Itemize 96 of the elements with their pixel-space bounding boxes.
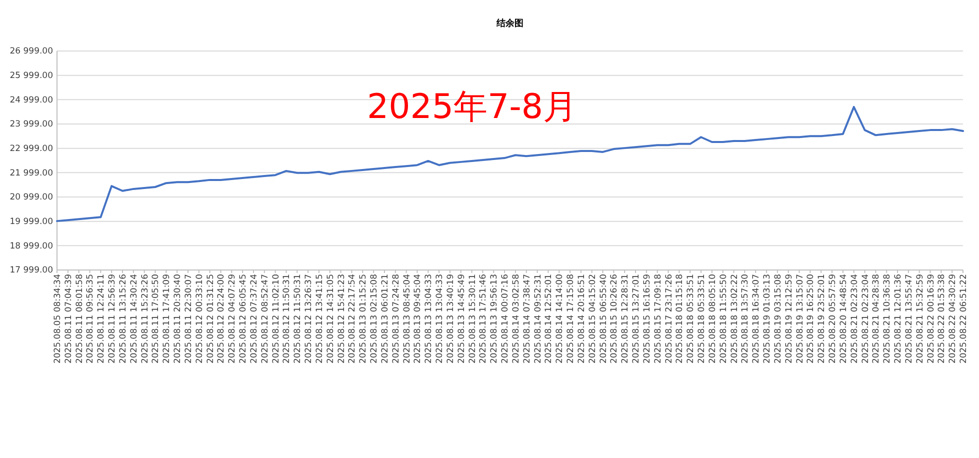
x-tick-label: 2025.08.12 06:05:45 xyxy=(238,274,249,364)
x-tick-label: 2025.08.21 13:55:47 xyxy=(904,274,914,364)
annotation: 2025年7-8月 xyxy=(367,87,578,127)
x-tick-label: 2025.08.12 04:07:29 xyxy=(228,274,238,364)
x-tick-label: 2025.08.11 07:04:39 xyxy=(64,274,74,364)
x-tick-label: 2025.08.19 23:52:01 xyxy=(817,274,828,364)
x-tick-label: 2025.08.11 22:30:07 xyxy=(184,274,194,364)
x-tick-label: 2025.08.12 08:52:47 xyxy=(260,274,270,364)
y-tick-label: 18 999.00 xyxy=(10,241,53,252)
x-tick-label: 2025.08.18 05:33:51 xyxy=(697,274,708,364)
x-tick-label: 2025.08.20 14:48:54 xyxy=(838,274,849,364)
x-tick-label: 2025.08.14 09:52:31 xyxy=(533,274,544,364)
y-tick-label: 23 999.00 xyxy=(10,120,53,130)
x-tick-label: 2025.08.12 14:31:05 xyxy=(326,274,336,364)
y-tick-label: 20 999.00 xyxy=(10,192,53,203)
x-tick-label: 2025.08.12 07:37:24 xyxy=(249,274,260,364)
x-tick-label: 2025.08.05 08:34:34 xyxy=(53,274,63,364)
x-tick-label: 2025.08.13 09:45:04 xyxy=(413,274,424,364)
x-tick-label: 2025.08.12 00:33:10 xyxy=(194,274,205,364)
x-tick-label: 2025.08.18 01:15:18 xyxy=(675,274,686,364)
chart-title: 结余图 xyxy=(496,18,524,29)
x-tick-label: 2025.08.13 08:45:04 xyxy=(402,274,412,364)
x-tick-label: 2025.08.11 12:24:11 xyxy=(96,274,107,364)
x-tick-label: 2025.08.11 20:30:40 xyxy=(173,274,184,364)
y-tick-label: 25 999.00 xyxy=(10,71,53,82)
x-tick-label: 2025.08.13 07:24:28 xyxy=(391,274,402,364)
x-tick-label: 2025.08.14 07:38:47 xyxy=(522,274,532,364)
x-tick-label: 2025.08.14 00:07:16 xyxy=(500,274,511,364)
x-tick-label: 2025.08.13 15:30:11 xyxy=(468,274,478,364)
x-tick-label: 2025.08.18 16:34:07 xyxy=(752,274,762,364)
x-tick-label: 2025.08.22 06:51:22 xyxy=(959,274,969,364)
x-tick-label: 2025.08.15 10:26:26 xyxy=(610,274,620,364)
x-tick-label: 2025.08.21 15:32:59 xyxy=(915,274,926,364)
x-tick-label: 2025.08.11 14:30:24 xyxy=(129,274,140,364)
x-tick-label: 2025.08.15 12:28:31 xyxy=(620,274,631,364)
x-tick-label: 2025.08.19 03:15:08 xyxy=(773,274,784,364)
x-tick-label: 2025.08.18 05:33:51 xyxy=(686,274,696,364)
x-tick-label: 2025.08.11 13:15:26 xyxy=(118,274,128,364)
x-tick-label: 2025.08.12 15:41:23 xyxy=(336,274,347,364)
x-tick-label: 2025.08.11 09:56:35 xyxy=(86,274,96,364)
y-tick-label: 19 999.00 xyxy=(10,217,53,228)
x-tick-label: 2025.08.18 08:05:10 xyxy=(708,274,718,364)
x-tick-label: 2025.08.21 02:23:04 xyxy=(860,274,871,364)
x-tick-label: 2025.08.12 13:26:37 xyxy=(304,274,314,364)
x-tick-label: 2025.08.17 23:17:26 xyxy=(664,274,674,364)
x-tick-label: 2025.08.13 17:51:46 xyxy=(478,274,489,364)
x-tick-label: 2025.08.12 11:50:31 xyxy=(282,274,292,364)
x-tick-label: 2025.08.22 00:16:39 xyxy=(926,274,936,364)
x-tick-label: 2025.08.13 13:40:19 xyxy=(446,274,456,364)
x-tick-label: 2025.08.14 20:16:51 xyxy=(576,274,587,364)
x-tick-label: 2025.08.14 03:02:58 xyxy=(511,274,522,364)
y-tick-label: 17 999.00 xyxy=(10,266,53,276)
x-tick-label: 2025.08.15 16:16:59 xyxy=(642,274,652,364)
x-tick-label: 2025.08.12 11:02:10 xyxy=(271,274,282,364)
x-tick-label: 2025.08.11 17:41:09 xyxy=(162,274,172,364)
x-tick-label: 2025.08.15 04:15:02 xyxy=(588,274,598,364)
x-tick-label: 2025.08.13 02:15:08 xyxy=(370,274,380,364)
x-tick-label: 2025.08.19 16:25:00 xyxy=(806,274,816,364)
y-tick-label: 26 999.00 xyxy=(10,46,53,57)
x-tick-label: 2025.08.12 01:31:25 xyxy=(206,274,216,364)
y-tick-label: 21 999.00 xyxy=(10,168,53,178)
x-tick-label: 2025.08.15 13:27:01 xyxy=(632,274,642,364)
x-tick-label: 2025.08.22 04:30:29 xyxy=(948,274,958,364)
x-tick-label: 2025.08.18 13:02:22 xyxy=(730,274,740,364)
x-tick-label: 2025.08.11 08:01:58 xyxy=(74,274,85,364)
y-tick-label: 24 999.00 xyxy=(10,95,53,106)
x-tick-label: 2025.08.13 13:04:33 xyxy=(435,274,446,364)
x-tick-label: 2025.08.22 01:53:38 xyxy=(937,274,948,364)
x-tick-label: 2025.08.14 14:14:00 xyxy=(555,274,566,364)
x-tick-label: 2025.08.13 06:01:21 xyxy=(380,274,390,364)
x-tick-label: 2025.08.19 12:12:59 xyxy=(784,274,794,364)
x-tick-label: 2025.08.21 10:36:38 xyxy=(882,274,893,364)
y-tick-label: 22 999.00 xyxy=(10,144,53,154)
x-tick-label: 2025.08.18 13:57:30 xyxy=(740,274,751,364)
x-tick-label: 2025.08.13 14:45:49 xyxy=(456,274,467,364)
x-tick-label: 2025.08.12 11:50:31 xyxy=(293,274,304,364)
x-tick-label: 2025.08.12 13:41:15 xyxy=(314,274,325,364)
x-tick-label: 2025.08.12 02:24:00 xyxy=(216,274,227,364)
x-tick-label: 2025.08.11 12:56:39 xyxy=(108,274,118,364)
x-tick-label: 2025.08.15 06:55:40 xyxy=(598,274,609,364)
x-tick-label: 2025.08.13 19:56:13 xyxy=(490,274,500,364)
x-tick-label: 2025.08.12 22:17:54 xyxy=(348,274,358,364)
x-tick-label: 2025.08.18 11:55:50 xyxy=(718,274,729,364)
x-tick-label: 2025.08.13 13:04:33 xyxy=(424,274,434,364)
x-tick-label: 2025.08.19 01:03:13 xyxy=(762,274,773,364)
x-tick-label: 2025.08.21 12:01:36 xyxy=(894,274,904,364)
x-tick-label: 2025.08.13 01:15:25 xyxy=(358,274,369,364)
x-tick-label: 2025.08.11 15:23:26 xyxy=(140,274,150,364)
x-tick-label: 2025.08.21 04:28:38 xyxy=(872,274,882,364)
x-tick-label: 2025.08.14 12:52:01 xyxy=(544,274,554,364)
x-tick-label: 2025.08.19 13:15:07 xyxy=(795,274,806,364)
x-tick-label: 2025.08.20 05:57:59 xyxy=(828,274,838,364)
x-tick-label: 2025.08.15 17:09:18 xyxy=(653,274,664,364)
x-tick-label: 2025.08.21 02:23:04 xyxy=(850,274,860,364)
x-tick-label: 2025.08.11 17:05:50 xyxy=(151,274,162,364)
x-tick-label: 2025.08.14 17:15:08 xyxy=(566,274,576,364)
